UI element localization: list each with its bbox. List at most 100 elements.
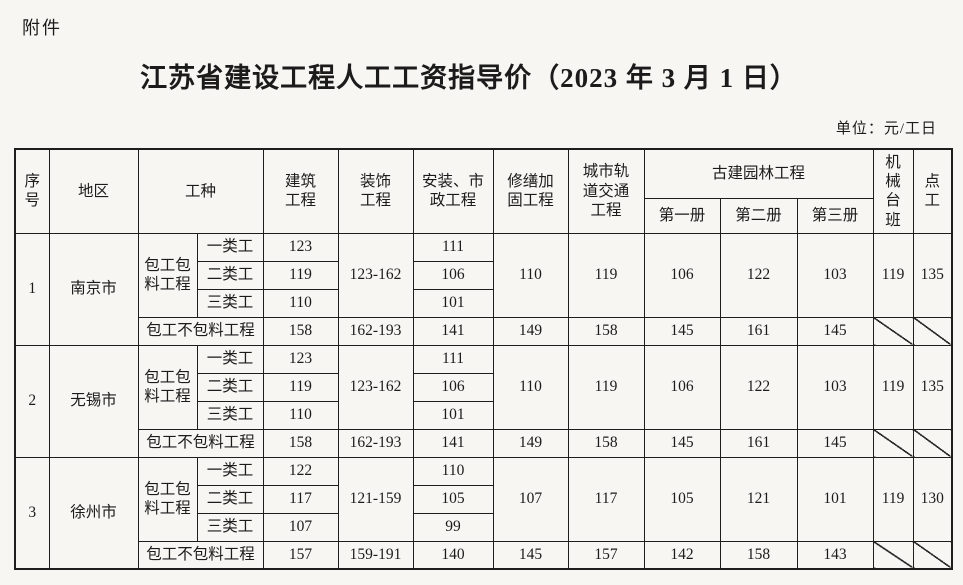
value-cell: 123 [262, 232, 339, 262]
header-region: 地区 [48, 148, 139, 234]
value-cell: 110 [262, 400, 339, 430]
table-row: 1 南京市 包工包 料工程 一类工 123 123-162 111 110 11… [14, 232, 953, 346]
value-cell: 158 [567, 316, 645, 346]
value-cell: 135 [912, 344, 953, 430]
wage-guidance-table: 序 号 地区 工种 建筑 工程 装饰 工程 安装、市 政工程 修缮加 固工程 城… [14, 148, 954, 570]
value-cell: 145 [643, 428, 721, 458]
header-garden-vol1: 第一册 [643, 197, 721, 234]
table-row: 二类工 117 105 [15, 484, 952, 514]
diagonal-slash-cell [912, 540, 953, 570]
page-title: 江苏省建设工程人工工资指导价（2023 年 3 月 1 日） [140, 63, 798, 93]
value-cell: 123 [262, 344, 339, 374]
value-cell: 103 [796, 344, 874, 430]
worker-class-cell: 三类工 [196, 288, 264, 318]
header-decoration: 装饰 工程 [337, 148, 414, 234]
value-cell: 119 [567, 232, 645, 318]
city-cell: 徐州市 [48, 456, 139, 570]
value-cell: 121-159 [337, 456, 414, 542]
value-cell: 110 [412, 456, 494, 486]
value-cell: 141 [412, 428, 494, 458]
value-cell: 122 [262, 456, 339, 486]
table-row: 三类工 110 101 [15, 400, 952, 430]
value-cell: 106 [412, 372, 494, 402]
diagonal-slash-cell [872, 428, 914, 458]
table-row: 3 徐州市 包工包 料工程 一类工 122 121-159 110 107 11… [14, 456, 953, 570]
value-cell: 119 [872, 456, 914, 542]
value-cell: 162-193 [337, 316, 414, 346]
value-cell: 107 [262, 512, 339, 542]
value-cell: 99 [412, 512, 494, 542]
header-installation-municipal: 安装、市 政工程 [412, 148, 494, 234]
worker-class-cell: 二类工 [196, 260, 264, 290]
value-cell: 145 [492, 540, 569, 570]
header-job-type: 工种 [137, 148, 264, 234]
table-row: 包工不包料工程 158 162-193 141 149 158 145 161 … [15, 316, 953, 346]
seq-cell: 2 [14, 344, 50, 458]
table-row: 2 无锡市 包工包 料工程 一类工 123 123-162 111 110 11… [14, 344, 953, 458]
value-cell: 161 [719, 316, 798, 346]
value-cell: 103 [796, 232, 874, 318]
value-cell: 145 [796, 428, 874, 458]
table-row: 三类工 107 99 [15, 512, 952, 542]
header-garden-vol3: 第三册 [796, 197, 874, 234]
seq-cell: 1 [14, 232, 50, 346]
value-cell: 158 [719, 540, 798, 570]
value-cell: 119 [262, 260, 339, 290]
table-row: 二类工 119 106 [15, 372, 952, 402]
value-cell: 143 [796, 540, 874, 570]
contract-type-cell: 包工不包料工程 [137, 428, 264, 458]
value-cell: 149 [492, 428, 569, 458]
worker-class-cell: 三类工 [196, 400, 264, 430]
value-cell: 158 [262, 428, 339, 458]
value-cell: 149 [492, 316, 569, 346]
value-cell: 140 [412, 540, 494, 570]
seq-cell: 3 [14, 456, 50, 570]
value-cell: 123-162 [337, 344, 414, 430]
header-garden-vol2: 第二册 [719, 197, 798, 234]
table-row: 包工不包料工程 158 162-193 141 149 158 145 161 … [15, 428, 953, 458]
value-cell: 110 [262, 288, 339, 318]
value-cell: 142 [643, 540, 721, 570]
value-cell: 162-193 [337, 428, 414, 458]
value-cell: 105 [412, 484, 494, 514]
diagonal-slash-cell [912, 428, 953, 458]
value-cell: 122 [719, 232, 798, 318]
value-cell: 157 [567, 540, 645, 570]
diagonal-slash-cell [872, 316, 914, 346]
value-cell: 101 [412, 288, 494, 318]
contract-type-cell: 包工不包料工程 [137, 316, 264, 346]
worker-class-cell: 一类工 [196, 456, 264, 486]
value-cell: 123-162 [337, 232, 414, 318]
contract-type-cell: 包工包 料工程 [137, 232, 198, 318]
value-cell: 101 [796, 456, 874, 542]
header-construction: 建筑 工程 [262, 148, 339, 234]
city-cell: 南京市 [48, 232, 139, 346]
value-cell: 119 [567, 344, 645, 430]
table-row: 包工不包料工程 157 159-191 140 145 157 142 158 … [15, 540, 953, 570]
value-cell: 119 [262, 372, 339, 402]
value-cell: 145 [643, 316, 721, 346]
value-cell: 121 [719, 456, 798, 542]
city-cell: 无锡市 [48, 344, 139, 458]
unit-label: 单位：元/工日 [835, 121, 937, 137]
value-cell: 111 [412, 344, 494, 374]
diagonal-slash-cell [912, 316, 953, 346]
worker-class-cell: 一类工 [196, 232, 264, 262]
value-cell: 106 [643, 344, 721, 430]
contract-type-cell: 包工包 料工程 [137, 456, 198, 542]
value-cell: 158 [262, 316, 339, 346]
value-cell: 117 [262, 484, 339, 514]
value-cell: 105 [643, 456, 721, 542]
header-seq: 序 号 [14, 148, 50, 234]
value-cell: 145 [796, 316, 874, 346]
table-row: 二类工 119 106 [15, 260, 952, 290]
value-cell: 119 [872, 232, 914, 318]
value-cell: 130 [912, 456, 953, 542]
value-cell: 101 [412, 400, 494, 430]
worker-class-cell: 二类工 [196, 484, 264, 514]
attachment-label: 附件 [22, 18, 62, 38]
value-cell: 117 [567, 456, 645, 542]
value-cell: 122 [719, 344, 798, 430]
value-cell: 111 [412, 232, 494, 262]
